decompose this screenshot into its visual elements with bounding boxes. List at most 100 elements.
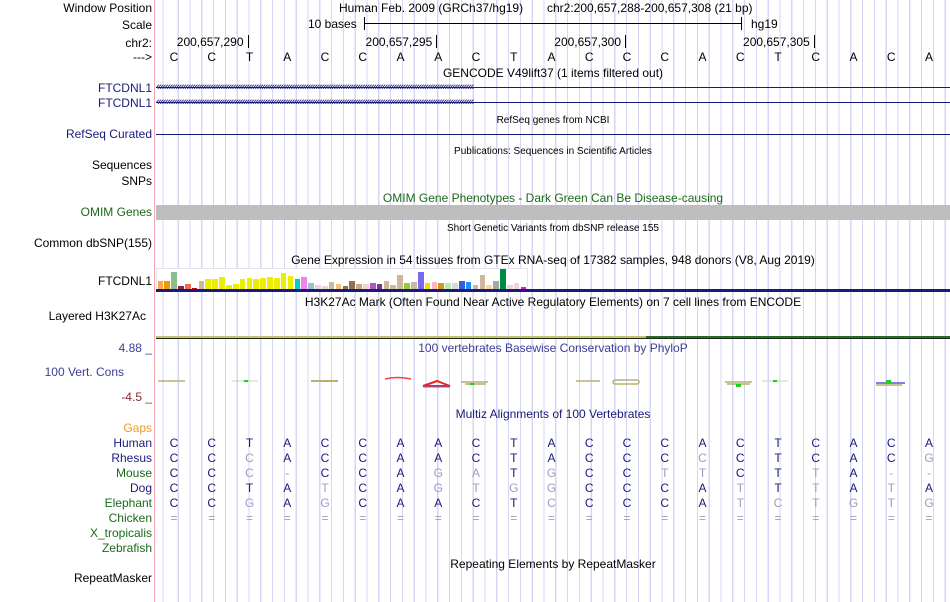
gtex-tissue-bar[interactable]: [479, 275, 486, 289]
gtex-tissue-bar[interactable]: [383, 280, 390, 289]
gtex-bar-chart[interactable]: [157, 268, 527, 289]
sequence-base: C: [169, 50, 179, 64]
gencode-transcript[interactable]: ‹‹‹‹‹‹‹‹‹‹‹‹‹‹‹‹‹‹‹‹‹‹‹‹‹‹‹‹‹‹‹‹‹‹‹‹‹‹‹‹…: [156, 95, 950, 109]
gtex-tissue-bar[interactable]: [356, 283, 362, 289]
gtex-tissue-bar[interactable]: [260, 277, 266, 289]
gtex-tissue-bar[interactable]: [417, 272, 424, 289]
gtex-tissue-bar[interactable]: [294, 278, 301, 289]
gtex-tissue-bar[interactable]: [369, 283, 376, 289]
gtex-tissue-bar[interactable]: [328, 282, 335, 289]
gencode-item-label[interactable]: FTCDNL1: [97, 96, 152, 110]
gtex-tissue-bar[interactable]: [205, 278, 212, 289]
publications-label-sequences[interactable]: Sequences: [91, 158, 152, 172]
gtex-tissue-bar[interactable]: [226, 284, 232, 289]
gtex-tissue-bar[interactable]: [520, 287, 527, 289]
gtex-tissue-bar[interactable]: [349, 281, 355, 289]
gtex-tissue-bar[interactable]: [212, 278, 218, 289]
sequence-base: T: [774, 50, 782, 64]
gtex-tissue-bar[interactable]: [431, 282, 438, 289]
gtex-tissue-bar[interactable]: [301, 277, 308, 289]
publications-label-snps[interactable]: SNPs: [121, 174, 152, 188]
species-label[interactable]: Chicken: [108, 511, 152, 525]
alignment-base: C: [584, 496, 594, 510]
gtex-tissue-bar[interactable]: [404, 283, 410, 289]
alignment-base: A: [547, 451, 556, 465]
alignment-base: C: [169, 466, 179, 480]
gtex-tissue-bar[interactable]: [308, 283, 314, 289]
gtex-tissue-bar[interactable]: [287, 276, 294, 289]
gtex-tissue-bar[interactable]: [239, 278, 246, 289]
gtex-tissue-bar[interactable]: [397, 275, 403, 289]
h3k27ac-label[interactable]: Layered H3K27Ac: [48, 309, 146, 323]
alignment-base: T: [774, 481, 782, 495]
gtex-tissue-bar[interactable]: [273, 277, 280, 289]
gencode-item-label[interactable]: FTCDNL1: [97, 81, 152, 95]
gtex-tissue-bar[interactable]: [452, 283, 458, 289]
alignment-base: C: [811, 451, 821, 465]
species-label[interactable]: Rhesus: [111, 451, 152, 465]
phylop-label[interactable]: 100 Vert. Cons: [44, 365, 124, 379]
gtex-tissue-bar[interactable]: [157, 281, 164, 289]
multiz-gaps-label[interactable]: Gaps: [123, 421, 152, 435]
alignment-base: -: [927, 466, 931, 480]
gtex-gene-line[interactable]: [156, 289, 950, 292]
gtex-tissue-bar[interactable]: [280, 272, 287, 289]
gtex-tissue-bar[interactable]: [171, 272, 177, 289]
alignment-base: T: [812, 466, 820, 480]
sequence-base: A: [434, 50, 443, 64]
gencode-transcript[interactable]: ‹‹‹‹‹‹‹‹‹‹‹‹‹‹‹‹‹‹‹‹‹‹‹‹‹‹‹‹‹‹‹‹‹‹‹‹‹‹‹‹…: [156, 80, 950, 94]
gtex-tissue-bar[interactable]: [219, 277, 225, 289]
alignment-base: T: [774, 466, 782, 480]
gtex-tissue-bar[interactable]: [486, 284, 493, 289]
refseq-label[interactable]: RefSeq Curated: [65, 127, 152, 141]
refseq-gene-line[interactable]: [156, 134, 950, 135]
gtex-tissue-bar[interactable]: [315, 284, 321, 289]
ruler-tick-label: 200,657,290: [176, 35, 244, 49]
gtex-tissue-bar[interactable]: [246, 277, 253, 289]
species-label[interactable]: Human: [113, 436, 152, 450]
gtex-tissue-bar[interactable]: [445, 283, 451, 289]
gtex-tissue-bar[interactable]: [342, 285, 349, 289]
gtex-tissue-bar[interactable]: [500, 269, 506, 289]
gtex-tissue-bar[interactable]: [191, 287, 198, 289]
gtex-tissue-bar[interactable]: [164, 280, 170, 289]
gtex-tissue-bar[interactable]: [198, 281, 205, 289]
alignment-base: T: [510, 451, 518, 465]
gtex-tissue-bar[interactable]: [390, 284, 397, 289]
omim-label[interactable]: OMIM Genes: [80, 205, 152, 219]
repeatmasker-label[interactable]: RepeatMasker: [73, 571, 152, 585]
gtex-tissue-bar[interactable]: [465, 282, 472, 289]
gtex-tissue-bar[interactable]: [363, 283, 369, 289]
dbsnp-label[interactable]: Common dbSNP(155): [33, 236, 152, 250]
gtex-label[interactable]: FTCDNL1: [97, 274, 152, 288]
gtex-tissue-bar[interactable]: [472, 284, 479, 289]
alignment-base: C: [207, 481, 217, 495]
gtex-tissue-bar[interactable]: [424, 283, 431, 289]
gtex-tissue-bar[interactable]: [232, 283, 239, 289]
sequence-base: C: [886, 50, 896, 64]
omim-gene-bar[interactable]: [156, 205, 950, 220]
gtex-tissue-bar[interactable]: [493, 281, 499, 289]
gtex-tissue-bar[interactable]: [178, 286, 184, 289]
alignment-base: C: [320, 436, 330, 450]
sequence-base: C: [660, 50, 670, 64]
alignment-base: C: [169, 451, 179, 465]
gtex-tissue-bar[interactable]: [506, 284, 513, 289]
species-label[interactable]: Dog: [129, 481, 152, 495]
species-label[interactable]: Zebrafish: [101, 541, 152, 555]
gtex-tissue-bar[interactable]: [458, 281, 465, 289]
gtex-tissue-bar[interactable]: [438, 283, 445, 289]
species-label[interactable]: Mouse: [115, 466, 152, 480]
gtex-tissue-bar[interactable]: [267, 277, 273, 289]
gtex-tissue-bar[interactable]: [321, 285, 328, 289]
gtex-tissue-bar[interactable]: [335, 283, 342, 289]
gtex-tissue-bar[interactable]: [253, 278, 260, 289]
gtex-tissue-bar[interactable]: [411, 282, 417, 289]
gtex-tissue-bar[interactable]: [376, 283, 383, 289]
species-label[interactable]: X_tropicalis: [89, 526, 152, 540]
gtex-tissue-bar[interactable]: [184, 283, 191, 289]
gtex-tissue-bar[interactable]: [513, 283, 520, 289]
species-label[interactable]: Elephant: [104, 496, 152, 510]
sequence-base: A: [283, 50, 292, 64]
